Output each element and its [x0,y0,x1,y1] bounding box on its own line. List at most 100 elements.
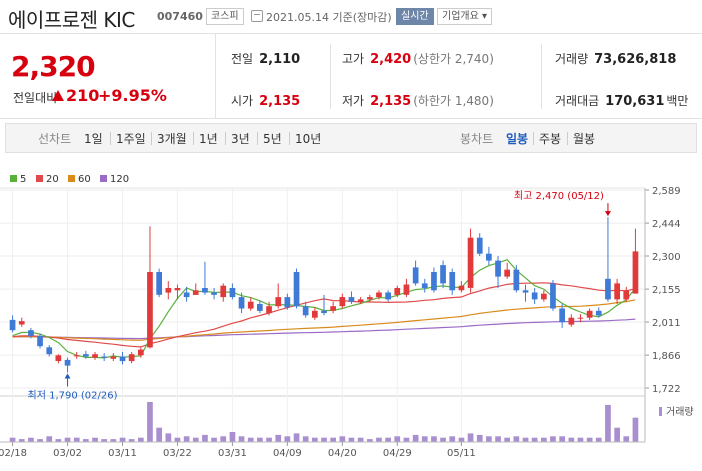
period-3y[interactable]: 3년 [231,132,250,146]
period-1y[interactable]: 1년 [199,132,218,146]
candle-body [238,297,245,309]
change-label: 전일대비 [13,91,58,105]
volume-bar [321,437,327,442]
volume-bar [302,436,309,442]
volume-bar [9,437,16,442]
candle-body [165,288,172,293]
candle-body [605,278,611,300]
market-badge: 코스피 [206,8,244,25]
volume-bar [73,437,80,442]
lower-limit: (하한가 1,480) [413,94,494,108]
volume-bar [110,439,117,442]
candle-body [64,359,71,366]
line-chart-label: 선차트 [38,132,72,146]
volume-bar [632,417,639,442]
x-tick-label: 05/11 [447,448,476,459]
candle-body [559,308,565,323]
candle-body [293,272,300,307]
y-tick-label: 2,011 [652,318,681,329]
volume-bar [403,437,410,442]
candle-body [321,310,327,314]
realtime-button[interactable]: 실시간 [396,8,434,25]
period-1d[interactable]: 1일 [84,132,103,146]
volume-bar [266,437,272,442]
volume-bar [183,436,190,442]
period-3m[interactable]: 3개월 [157,132,187,146]
candle-daily[interactable]: 일봉 [506,132,529,146]
open-cell: 시가 2,135 [231,92,300,109]
candle-body [284,297,291,308]
candle-body [101,356,107,358]
volume-bar [431,436,437,442]
legend-label: 60 [78,174,91,185]
volume-bar [541,437,547,442]
candle-body [541,293,547,300]
candle-body [449,272,456,291]
candle-body [550,283,556,309]
period-10y[interactable]: 10년 [295,132,322,146]
quote-panel: 2,320 전일대비 210 +9.95% 전일 2,110 시가 2,135 고가… [0,34,702,119]
period-5y[interactable]: 5년 [263,132,282,146]
candle-body [192,290,199,295]
volume-bar [348,437,355,442]
company-overview-button[interactable]: 기업개요 ▾ [437,8,492,25]
volume-bar [192,437,199,442]
volume-bar [64,437,71,442]
candle-body [421,283,428,288]
volume-bar [495,436,501,442]
candle-body [623,290,630,300]
volume-bar [421,436,428,442]
volume-bar [595,437,602,442]
candle-chart-label: 봉차트 [460,132,494,146]
volume-bar [174,437,181,442]
quote-date: 2021.05.14 기준(장마감) [266,11,392,24]
y-tick-label: 1,722 [652,384,681,395]
volume-bar [440,437,446,442]
candle-weekly[interactable]: 주봉 [539,132,562,146]
amount-cell: 거래대금 170,631 백만 [555,92,688,109]
legend-swatch [68,175,75,182]
price-box: 2,320 전일대비 210 +9.95% [0,34,216,119]
candlestick-chart[interactable]: 2,589 2,444 2,300 2,155 2,011 1,866 1,722 02/18… [0,160,702,471]
stock-header: 에이프로젠 KIC 007460 코스피 2021.05.14 기준(장마감) … [0,0,702,34]
candle-body [202,288,208,293]
legend-swatch [100,175,107,182]
legend-swatch [36,175,43,182]
candle-body [486,253,492,261]
candle-body [339,297,346,307]
candle-body [504,269,510,277]
candle-body [37,335,43,347]
volume-bars [9,402,639,442]
divider [533,132,534,145]
volume-bar [220,436,227,442]
volume-bar [312,437,318,442]
candle-body [595,310,602,316]
candle-body [183,292,190,298]
low-cell: 저가 2,135 (하한가 1,480) [342,92,494,109]
volume-bar [275,434,282,442]
amount-unit: 백만 [666,94,689,108]
y-tick-label: 2,300 [652,252,681,263]
y-tick-label: 2,444 [652,219,681,230]
candle-body [522,290,529,293]
candle-monthly[interactable]: 월봉 [573,132,596,146]
candle-body [28,330,34,336]
volume-bar [605,404,611,442]
candle-body [46,347,53,355]
change-percent: +9.95% [98,86,167,105]
chart-period-bar: 선차트 1일 1주일 3개월 1년 3년 5년 10년 봉차트 일봉 주봉 월봉 [5,123,697,153]
candle-body [229,288,236,298]
legend-label: 120 [110,174,130,185]
volume-bar [55,439,62,442]
high-arrow-head [604,211,611,217]
volume-bar [559,436,565,442]
divider [541,44,542,109]
stock-code: 007460 [157,10,203,23]
period-1w[interactable]: 1주일 [116,132,146,146]
amount-value: 170,631 [605,94,665,109]
legend-item-ma120: 120 [100,174,129,185]
legend-label: 20 [46,174,59,185]
candle-body [376,292,382,298]
ma120-line [12,318,636,340]
candle-body [128,354,135,362]
